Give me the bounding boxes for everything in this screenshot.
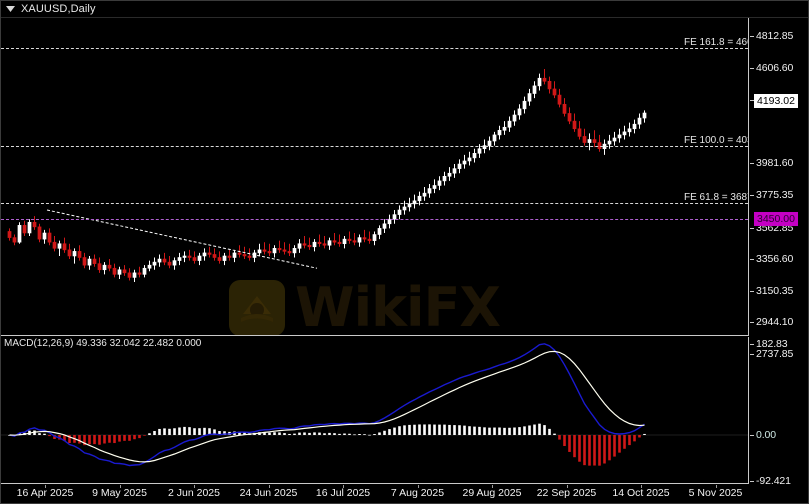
fib-line-100	[1, 146, 748, 147]
time-scale-tick	[492, 485, 493, 488]
price-scale-label: 3150.35	[756, 284, 794, 297]
fib-line-161	[1, 48, 748, 49]
time-scale-tick	[566, 485, 568, 488]
price-scale-tick	[750, 36, 754, 37]
price-scale-label: 3356.60	[756, 253, 794, 266]
fib-line-618	[1, 203, 748, 204]
time-scale-label: 14 Oct 2025	[612, 487, 670, 499]
macd-scale-tick	[750, 481, 754, 482]
price-scale-tick	[750, 354, 754, 355]
magenta-level-tag: 3450.00	[754, 212, 798, 226]
time-scale-label: 5 Nov 2025	[688, 487, 743, 499]
time-scale-label: 16 Jul 2025	[315, 487, 371, 499]
fib-label-161: FE 161.8 = 4603.56	[684, 37, 748, 48]
fib-label-100: FE 100.0 = 4037.19	[684, 135, 748, 146]
time-scale-label: 24 Jun 2025	[239, 487, 298, 499]
time-scale-tick	[119, 485, 121, 488]
candlestick-series	[7, 69, 647, 283]
time-scale-label: 2 Jun 2025	[168, 487, 220, 499]
price-scale-tick	[750, 195, 754, 196]
price-scale-label: 2944.10	[756, 316, 794, 329]
macd-scale-label: 0.00	[756, 429, 777, 441]
time-scale-tick	[45, 485, 46, 488]
macd-scale-label: -92.421	[756, 475, 791, 487]
time-scale-tick	[343, 485, 344, 488]
chart-symbol-title: XAUUSD,Daily	[21, 3, 96, 15]
price-scale-label: 3981.60	[756, 157, 794, 170]
time-scale-tick	[715, 485, 717, 488]
time-scale-axis[interactable]: 16 Apr 2025 9 May 2025 2 Jun 2025 24 Jun 20…	[1, 485, 749, 503]
time-scale-tick	[417, 485, 419, 488]
current-price-tag: 4193.02	[754, 94, 798, 108]
macd-scale-tick	[750, 344, 754, 345]
price-scale-tick	[750, 227, 754, 229]
price-chart-pane[interactable]: WikiFX FE 161.8 = 4603.56 FE 100.0 = 403…	[1, 18, 749, 336]
price-scale-label: 3775.35	[756, 189, 794, 201]
time-scale-label: 29 Aug 2025	[462, 487, 522, 499]
macd-scale-tick	[750, 435, 754, 436]
chart-titlebar: XAUUSD,Daily	[1, 1, 808, 18]
price-scale-tick	[750, 163, 754, 165]
time-scale-label: 7 Aug 2025	[390, 487, 445, 499]
price-scale-tick	[750, 322, 754, 324]
price-scale-tick	[750, 100, 754, 102]
time-scale-tick	[268, 485, 270, 488]
time-scale-tick	[194, 485, 195, 488]
price-scale-label: 4812.85	[756, 30, 794, 42]
chevron-down-icon[interactable]	[5, 4, 16, 15]
price-scale-tick	[750, 67, 754, 69]
fib-label-618: FE 61.8 = 3687.10	[684, 192, 748, 203]
price-scale-tick	[750, 259, 754, 261]
macd-scale-label: 182.83	[756, 338, 788, 350]
macd-indicator-pane[interactable]: MACD(12,26,9) 49.336 32.042 22.482 0.000	[1, 337, 749, 484]
price-scale-label: 4606.60	[756, 61, 794, 74]
macd-indicator-label: MACD(12,26,9) 49.336 32.042 22.482 0.000	[4, 338, 202, 349]
magenta-price-level-line	[1, 219, 748, 220]
price-scale-axis[interactable]: 4812.854606.604394.103981.603775.353562.…	[750, 18, 808, 504]
time-scale-label: 16 Apr 2025	[16, 487, 74, 499]
time-scale-label: 22 Sep 2025	[536, 487, 597, 499]
time-scale-tick	[641, 485, 642, 488]
price-scale-label: 2737.85	[756, 348, 794, 360]
price-scale-tick	[750, 290, 754, 292]
macd-series	[1, 343, 748, 467]
time-scale-label: 9 May 2025	[92, 487, 147, 499]
